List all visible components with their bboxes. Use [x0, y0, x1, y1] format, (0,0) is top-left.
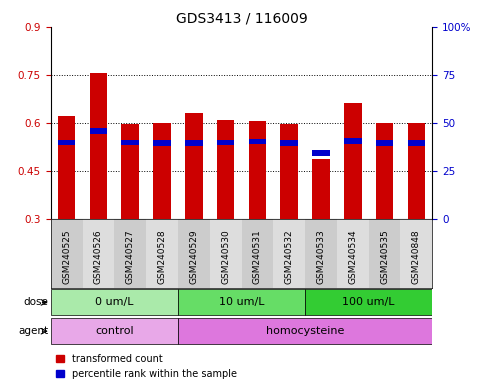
Bar [121, 124, 139, 219]
Bar [408, 123, 425, 219]
Text: GSM240526: GSM240526 [94, 229, 103, 284]
Bar [369, 219, 400, 288]
Bar [121, 139, 139, 145]
Bar [58, 139, 75, 145]
Text: 10 um/L: 10 um/L [219, 297, 264, 308]
Bar [217, 139, 234, 145]
Text: GSM240531: GSM240531 [253, 229, 262, 284]
Text: GSM240528: GSM240528 [157, 229, 167, 284]
Bar [281, 124, 298, 219]
FancyBboxPatch shape [51, 290, 178, 315]
Bar [344, 103, 362, 219]
Bar [312, 150, 330, 156]
FancyBboxPatch shape [178, 318, 432, 344]
Bar [249, 121, 266, 219]
Bar [83, 219, 114, 288]
Bar [242, 219, 273, 288]
Bar [400, 219, 432, 288]
Bar [376, 140, 393, 146]
Bar [185, 113, 202, 219]
Text: GSM240848: GSM240848 [412, 229, 421, 284]
Bar [249, 139, 266, 144]
Bar [90, 128, 107, 134]
Text: 0 um/L: 0 um/L [95, 297, 134, 308]
Bar [344, 138, 362, 144]
Text: GSM240532: GSM240532 [284, 229, 294, 284]
Bar [376, 123, 393, 219]
Text: GSM240530: GSM240530 [221, 229, 230, 284]
Text: control: control [95, 326, 134, 336]
Bar [90, 73, 107, 219]
Bar [178, 219, 210, 288]
Text: homocysteine: homocysteine [266, 326, 344, 336]
Bar [51, 219, 83, 288]
Bar [408, 140, 425, 146]
Bar [281, 140, 298, 146]
Text: agent: agent [18, 326, 48, 336]
Bar [58, 116, 75, 219]
Bar [312, 159, 330, 219]
FancyBboxPatch shape [305, 290, 432, 315]
Title: GDS3413 / 116009: GDS3413 / 116009 [176, 12, 307, 26]
Text: GSM240535: GSM240535 [380, 229, 389, 284]
Text: GSM240525: GSM240525 [62, 229, 71, 284]
Text: GSM240534: GSM240534 [348, 229, 357, 284]
Text: GSM240527: GSM240527 [126, 229, 135, 284]
Bar [305, 219, 337, 288]
FancyBboxPatch shape [51, 318, 178, 344]
Bar [185, 140, 202, 146]
FancyBboxPatch shape [178, 290, 305, 315]
Bar [114, 219, 146, 288]
Bar [146, 219, 178, 288]
Text: GSM240533: GSM240533 [316, 229, 326, 284]
Text: dose: dose [23, 297, 48, 308]
Bar [217, 120, 234, 219]
Legend: transformed count, percentile rank within the sample: transformed count, percentile rank withi… [56, 354, 237, 379]
Bar [153, 123, 171, 219]
Bar [153, 140, 171, 146]
Bar [337, 219, 369, 288]
Bar [273, 219, 305, 288]
Bar [210, 219, 242, 288]
Text: 100 um/L: 100 um/L [342, 297, 395, 308]
Text: GSM240529: GSM240529 [189, 229, 199, 284]
